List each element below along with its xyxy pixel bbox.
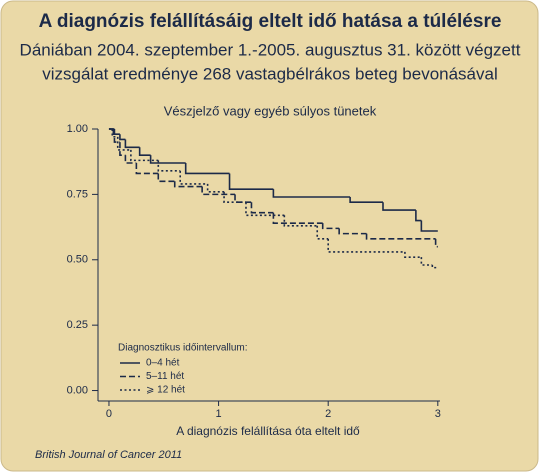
survival-step <box>404 251 422 258</box>
subtitle: vizsgálat eredménye 268 vastagbélrákos b… <box>42 64 498 83</box>
survival-step <box>415 210 422 222</box>
survival-step <box>228 173 274 190</box>
y-tick-label: 0.00 <box>67 384 88 396</box>
survival-step <box>135 163 159 175</box>
legend-label: 5–11 hét <box>146 371 184 382</box>
survival-step <box>434 238 438 248</box>
survival-step <box>119 134 126 141</box>
x-tick-label: 1 <box>216 408 222 420</box>
source: British Journal of Cancer 2011 <box>35 449 182 461</box>
survival-step <box>157 160 181 172</box>
survival-step <box>420 220 438 232</box>
survival-step <box>173 181 203 188</box>
survival-step <box>157 173 175 183</box>
survival-step <box>349 197 383 204</box>
x-axis-label: A diagnózis felállítása óta eltelt idő <box>176 424 360 438</box>
y-tick-label: 0.25 <box>67 319 88 331</box>
x-tick-label: 3 <box>435 408 441 420</box>
survival-step <box>272 212 323 224</box>
survival-step <box>206 183 225 193</box>
survival-step <box>321 223 340 230</box>
survival-step <box>184 163 230 175</box>
survival-step <box>327 238 405 253</box>
survival-step <box>201 186 236 196</box>
survival-step <box>124 155 137 164</box>
survival-step <box>124 139 140 149</box>
chart-title: A diagnózis felállításáig eltelt idő hat… <box>39 11 502 32</box>
y-tick-label: 1.00 <box>67 123 88 135</box>
legend-title: Diagnosztikus időintervallum: <box>118 343 248 354</box>
survival-step <box>119 142 126 156</box>
subtitle: Dániában 2004. szeptember 1.-2005. augus… <box>20 40 521 59</box>
survival-step <box>420 257 433 266</box>
survival-step <box>250 202 274 214</box>
x-tick-label: 0 <box>106 408 112 420</box>
survival-step <box>223 191 246 204</box>
survival-step <box>149 155 186 164</box>
survival-step <box>283 215 318 227</box>
legend-label: 0–4 hét <box>146 358 180 369</box>
survival-step <box>113 129 120 143</box>
survival-step <box>112 129 120 136</box>
x-tick-label: 2 <box>325 408 331 420</box>
survival-step <box>138 147 151 156</box>
plot-title: Vészjelző vagy egyéb súlyos tünetek <box>164 103 377 118</box>
y-tick-label: 0.50 <box>67 254 88 266</box>
survival-step <box>272 189 351 198</box>
survival-step <box>130 149 159 162</box>
survival-step <box>365 233 436 240</box>
survival-step <box>431 265 438 269</box>
y-tick-label: 0.75 <box>67 188 88 200</box>
survival-step <box>338 228 367 235</box>
legend-label: ⩾ 12 hét <box>146 385 185 396</box>
survival-step <box>382 202 416 211</box>
